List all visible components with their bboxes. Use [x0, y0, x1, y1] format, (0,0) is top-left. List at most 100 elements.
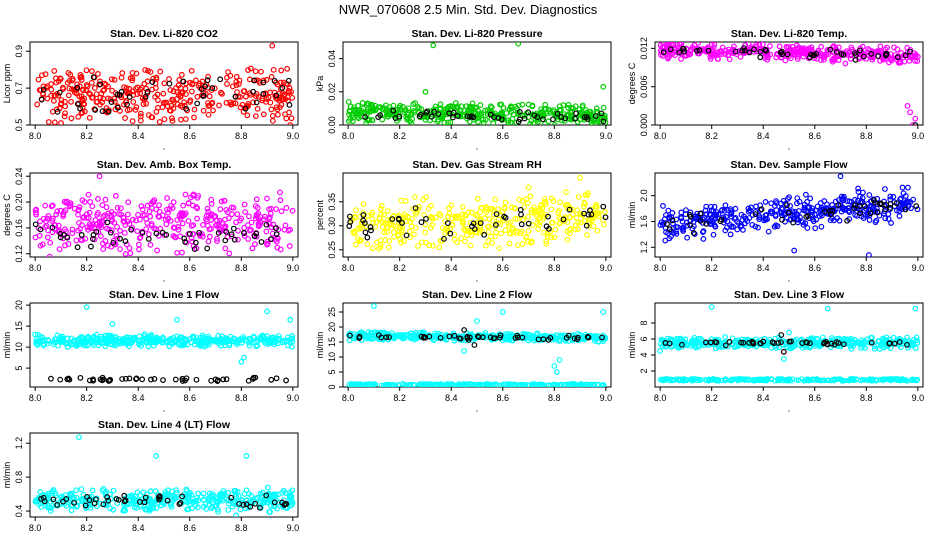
- data-point-black: [741, 47, 748, 54]
- outlier-point: [780, 356, 787, 362]
- data-point-black: [362, 114, 368, 120]
- data-point: [879, 336, 886, 343]
- data-point-black: [487, 111, 494, 118]
- data-point-black: [585, 334, 592, 341]
- data-point: [855, 185, 862, 192]
- x-tick-label: 8.8: [235, 131, 248, 141]
- data-point: [401, 238, 407, 244]
- y-axis-label: degrees C: [627, 62, 637, 104]
- data-point: [56, 246, 63, 253]
- data-point: [725, 52, 732, 58]
- data-point: [264, 333, 270, 340]
- data-point: [801, 48, 807, 55]
- y-tick-label: 0.16: [14, 219, 24, 237]
- data-point: [248, 492, 255, 499]
- data-point: [477, 222, 484, 229]
- data-point: [564, 236, 571, 243]
- data-point: [709, 53, 716, 59]
- outlier-point: [461, 348, 468, 354]
- data-point: [555, 209, 562, 216]
- data-point: [769, 208, 775, 215]
- data-point: [239, 336, 246, 343]
- data-point: [830, 49, 837, 56]
- data-point-black: [133, 375, 140, 382]
- data-point: [710, 208, 717, 215]
- data-point: [552, 226, 559, 233]
- data-point: [191, 106, 198, 113]
- data-point: [250, 99, 256, 106]
- data-point: [589, 217, 595, 224]
- data-point-black: [525, 109, 532, 116]
- data-point: [904, 184, 911, 191]
- x-tick-label: 8.6: [809, 393, 822, 403]
- data-point-black: [454, 113, 461, 119]
- data-point: [564, 219, 571, 226]
- data-point: [188, 339, 195, 346]
- data-point: [33, 206, 40, 213]
- data-point: [793, 42, 800, 49]
- data-point: [662, 237, 669, 244]
- chart-title: Stan. Dev. Li-820 CO2: [110, 28, 218, 40]
- data-point-black: [588, 211, 595, 218]
- data-point: [896, 213, 903, 219]
- data-point: [37, 218, 43, 225]
- data-point: [588, 215, 595, 222]
- data-point-baseline: [895, 376, 901, 382]
- data-point-black: [851, 50, 858, 57]
- y-tick-label: 10: [14, 342, 24, 352]
- data-point-black: [762, 46, 769, 53]
- data-point-black: [515, 118, 522, 125]
- data-point: [109, 341, 116, 348]
- data-point: [113, 232, 120, 239]
- data-point-black: [57, 230, 64, 237]
- data-point: [856, 340, 863, 347]
- data-point: [794, 195, 801, 202]
- data-point: [94, 98, 101, 105]
- x-tick-label: 8.4: [757, 263, 770, 273]
- data-point: [268, 106, 275, 113]
- data-point: [553, 336, 560, 343]
- data-point: [364, 241, 371, 248]
- data-point: [543, 238, 550, 245]
- data-point: [148, 222, 155, 229]
- data-point: [477, 226, 484, 233]
- data-point: [803, 208, 809, 214]
- data-point-black: [516, 109, 523, 115]
- data-point: [157, 68, 164, 75]
- data-point-black: [558, 114, 565, 120]
- data-point-black: [497, 332, 504, 339]
- data-point: [467, 242, 474, 249]
- data-point-black: [481, 231, 488, 238]
- data-point-black: [571, 335, 578, 342]
- data-point: [200, 503, 207, 510]
- data-point: [519, 197, 526, 204]
- data-point-black: [78, 232, 85, 238]
- y-tick-label: 1.2: [14, 437, 24, 450]
- data-point: [237, 506, 244, 513]
- data-point: [722, 202, 729, 209]
- data-point: [830, 55, 837, 62]
- data-point: [579, 104, 586, 111]
- data-point: [898, 195, 904, 202]
- data-point: [185, 218, 192, 224]
- data-point-black: [346, 223, 353, 229]
- data-point: [276, 104, 283, 111]
- data-point-black: [202, 83, 208, 90]
- data-point: [55, 222, 62, 229]
- data-point: [190, 222, 197, 229]
- data-point: [181, 99, 188, 106]
- data-point: [179, 220, 186, 227]
- data-point: [105, 332, 111, 339]
- data-point-black: [260, 90, 267, 97]
- data-point: [813, 216, 820, 223]
- data-point-black: [285, 77, 292, 84]
- data-point: [423, 194, 430, 201]
- data-point: [673, 224, 679, 230]
- data-point-black: [602, 214, 609, 221]
- data-point: [287, 336, 293, 343]
- data-point: [116, 211, 122, 217]
- data-point: [459, 211, 466, 218]
- data-point: [668, 233, 674, 240]
- data-point: [44, 234, 51, 241]
- data-point: [121, 101, 127, 108]
